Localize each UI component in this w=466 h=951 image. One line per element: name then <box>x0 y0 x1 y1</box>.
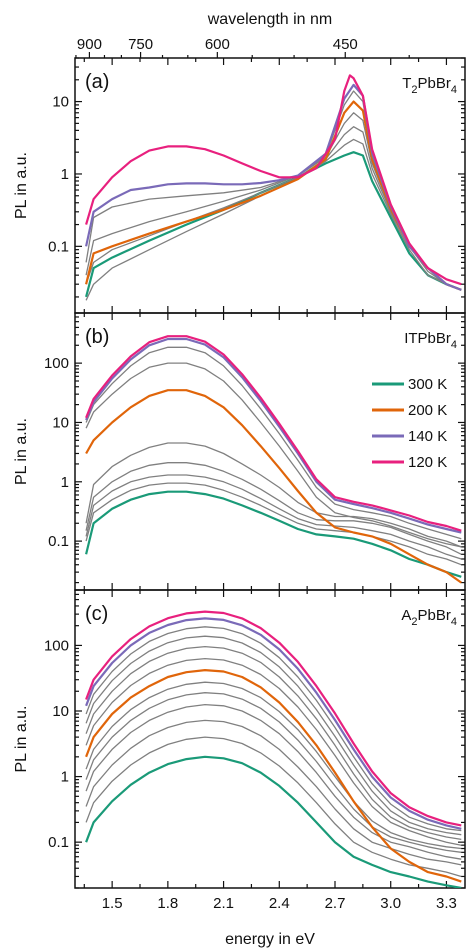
series-line <box>85 617 462 830</box>
y-tick-label: 10 <box>52 414 69 431</box>
x-tick-label: 3.0 <box>380 895 401 912</box>
compound-label: T2PbBr4 <box>402 75 457 96</box>
series-line <box>85 669 462 883</box>
top-axis-label: wavelength in nm <box>207 11 333 28</box>
series-line <box>85 74 462 286</box>
series-line <box>85 442 462 548</box>
bottom-energy-axis: energy in eV <box>225 931 315 948</box>
series-line <box>85 657 462 846</box>
y-tick-label: 100 <box>44 637 69 654</box>
series-line <box>85 151 462 298</box>
x-tick-label: 2.4 <box>269 895 290 912</box>
x-axis-label: energy in eV <box>225 931 315 948</box>
compound-text: PbBr <box>418 607 451 624</box>
series-line <box>85 474 462 560</box>
compound-label: A2PbBr4 <box>401 607 457 628</box>
series-line <box>85 389 462 584</box>
compound-text: PbBr <box>418 75 451 92</box>
legend-label: 300 K <box>408 376 447 393</box>
x-tick-label: 2.1 <box>213 895 234 912</box>
series-line <box>85 335 462 532</box>
compound-subscript: 4 <box>451 616 457 628</box>
top-tick-label: 450 <box>333 36 358 53</box>
x-tick-label: 2.7 <box>325 895 346 912</box>
panel-frame <box>74 57 466 314</box>
y-tick-label: 0.1 <box>48 834 69 851</box>
panel-frame <box>74 589 466 889</box>
series-line <box>85 112 462 291</box>
series-line <box>85 490 462 578</box>
y-axis-label: PL in a.u. <box>13 418 30 485</box>
series-line <box>85 719 462 866</box>
x-tick-label: 3.3 <box>436 895 457 912</box>
compound-subscript: 2 <box>411 616 417 628</box>
panel-1: 0.1 1 10 PL in a.u. (a) T2PbBr4 <box>13 57 466 314</box>
series-line <box>85 692 462 853</box>
top-wavelength-axis: wavelength in nm 900 750 600 450 <box>75 11 410 58</box>
series-line <box>85 100 462 291</box>
y-tick-label: 0.1 <box>48 533 69 550</box>
y-tick-label: 100 <box>44 355 69 372</box>
series-line <box>85 736 462 878</box>
series-line <box>85 645 462 841</box>
series-line <box>85 681 462 850</box>
series-group <box>85 335 462 584</box>
series-line <box>85 610 462 827</box>
x-tick-label: 1.5 <box>102 895 123 912</box>
y-axis-label: PL in a.u. <box>13 152 30 219</box>
legend-label: 200 K <box>408 402 447 419</box>
series-line <box>85 703 462 860</box>
legend: 300 K 200 K 140 K 120 K <box>372 376 447 471</box>
compound-text: T <box>402 75 411 92</box>
series-line <box>85 362 462 548</box>
x-tick-label: 1.8 <box>157 895 178 912</box>
series-line <box>85 337 462 534</box>
top-tick-label: 900 <box>77 36 102 53</box>
series-group <box>85 610 462 888</box>
panel-label: (c) <box>85 603 108 625</box>
series-line <box>85 462 462 555</box>
series-line <box>85 138 462 301</box>
legend-label: 140 K <box>408 428 447 445</box>
compound-label: ITPbBr4 <box>404 330 457 351</box>
panel-2: 0.1 1 10 100 PL in a.u. (b) ITPbBr4 <box>13 312 466 591</box>
y-tick-label: 1 <box>61 474 69 491</box>
top-tick-label: 600 <box>205 36 230 53</box>
series-group <box>85 74 462 301</box>
compound-subscript: 4 <box>451 84 457 96</box>
panel-3: 0.1 1 10 100 PL in a.u. (c) A2PbBr4 1.5 1.8 2.1 2.… <box>13 589 466 912</box>
series-line <box>85 126 462 291</box>
y-axis-label: PL in a.u. <box>13 705 30 772</box>
y-tick-label: 1 <box>61 769 69 786</box>
y-tick-label: 10 <box>52 94 69 111</box>
series-line <box>85 346 462 540</box>
panel-label: (b) <box>85 326 109 348</box>
compound-text: ITPbBr <box>404 330 451 347</box>
series-line <box>85 482 462 566</box>
legend-label: 120 K <box>408 454 447 471</box>
top-tick-label: 750 <box>128 36 153 53</box>
y-tick-label: 10 <box>52 703 69 720</box>
compound-subscript: 4 <box>451 339 457 351</box>
y-tick-label: 1 <box>61 166 69 183</box>
series-line <box>85 626 462 832</box>
compound-subscript: 2 <box>411 84 417 96</box>
compound-text: A <box>401 607 411 624</box>
series-line <box>85 635 462 836</box>
panel-label: (a) <box>85 71 109 93</box>
y-tick-label: 0.1 <box>48 238 69 255</box>
series-line <box>85 755 462 888</box>
